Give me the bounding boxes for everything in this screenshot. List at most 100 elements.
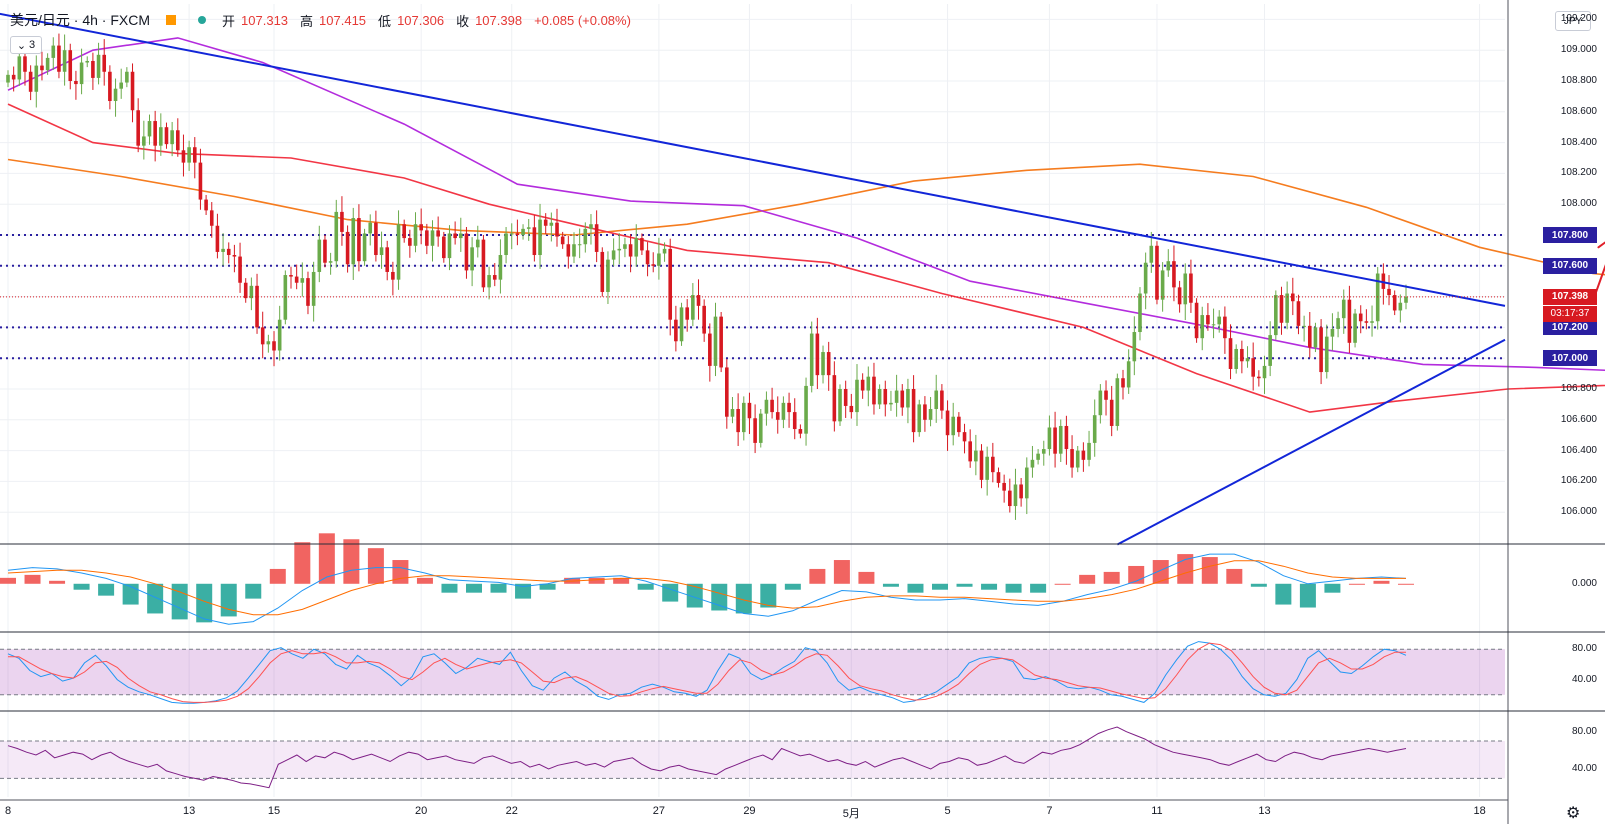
candle-body	[243, 282, 248, 299]
macd-histogram-bar	[416, 577, 433, 584]
candle-body	[1330, 328, 1335, 337]
arrow-up-head	[1597, 241, 1605, 249]
candle-body	[645, 250, 650, 265]
candle-body	[1358, 313, 1363, 322]
rsi-pane	[0, 726, 1505, 789]
indicators-toggle-button[interactable]: ⌄ 3	[10, 36, 42, 54]
candle-body	[1183, 273, 1188, 305]
candle-body	[334, 211, 339, 262]
rsi-band	[0, 741, 1505, 779]
level-price-tag: 107.600	[1543, 257, 1597, 274]
candle-body	[691, 295, 695, 320]
candle-body	[1398, 302, 1403, 311]
candle-body	[187, 147, 191, 163]
candle-body	[1047, 427, 1052, 450]
candle-body	[255, 285, 259, 328]
candle-body	[45, 57, 50, 71]
candle-body	[877, 389, 882, 405]
candle-body	[996, 472, 1001, 483]
candle-body	[51, 45, 56, 58]
x-tick-label: 5月	[842, 808, 860, 820]
candle-body	[85, 60, 90, 63]
candle-body	[504, 233, 508, 256]
candle-body	[968, 441, 972, 462]
stoch-tick-label: 40.00	[1571, 673, 1597, 685]
candle-body	[1387, 288, 1391, 296]
level-price-tag: 107.200	[1543, 319, 1597, 336]
candle-body	[328, 261, 333, 263]
candle-body	[860, 379, 865, 391]
candle-body	[475, 239, 480, 248]
candle-body	[1087, 442, 1091, 460]
flag-icon[interactable]	[166, 15, 177, 25]
macd-histogram-bar	[588, 577, 605, 584]
macd-histogram-bar	[1299, 583, 1316, 608]
candle-body	[1030, 459, 1035, 468]
candle-body	[402, 224, 406, 239]
candle-body	[741, 402, 746, 433]
candle-body	[68, 50, 73, 81]
candle-body	[883, 389, 888, 405]
candle-body	[79, 62, 84, 85]
candle-body	[606, 259, 610, 292]
macd-histogram-bar	[1324, 583, 1341, 593]
candle-body	[458, 233, 463, 239]
candle-body	[1132, 332, 1137, 362]
candle-body	[753, 418, 757, 443]
candle-body	[317, 239, 322, 272]
candle-body	[521, 228, 525, 235]
stoch-band	[0, 649, 1505, 695]
candle-body	[1002, 482, 1006, 491]
countdown-tag: 03:17:37	[1543, 305, 1597, 322]
currency-button[interactable]: JPY	[1555, 11, 1591, 31]
stoch-k-line	[7, 641, 1407, 704]
market-status-icon	[198, 16, 207, 24]
candle-body	[747, 402, 752, 419]
macd-histogram-bar	[981, 583, 998, 590]
candle-body	[951, 416, 956, 436]
y-tick-label: 108.000	[1560, 198, 1597, 210]
candle-body	[526, 227, 531, 229]
candle-body	[934, 390, 939, 410]
candle-body	[866, 376, 871, 391]
candle-body	[725, 367, 729, 417]
candle-body	[849, 405, 854, 413]
candle-body	[147, 121, 152, 137]
candle-body	[826, 352, 831, 376]
macd-histogram-bar	[882, 583, 899, 587]
candle-body	[62, 50, 67, 72]
candle-body	[1143, 262, 1148, 294]
candle-body	[1126, 361, 1131, 388]
stoch-d-line	[8, 642, 1406, 703]
macd-histogram-bar	[147, 583, 164, 614]
candle-body	[1228, 338, 1233, 369]
candle-body	[226, 248, 231, 256]
candle-body	[555, 222, 559, 237]
symbol-name[interactable]: 美元/日元 · 4h · FXCM	[10, 12, 151, 28]
candle-body	[1262, 365, 1267, 379]
macd-histogram-bar	[1152, 560, 1169, 584]
macd-histogram-bar	[858, 571, 875, 584]
candle-body	[136, 110, 140, 146]
candle-body	[640, 238, 644, 251]
candle-body	[1160, 270, 1165, 300]
candle-body	[1364, 321, 1369, 323]
macd-histogram-bar	[343, 539, 360, 584]
candle-body	[611, 250, 616, 260]
macd-histogram-bar	[1226, 568, 1243, 584]
candle-body	[662, 248, 667, 254]
macd-histogram-bar	[122, 583, 139, 605]
candle-body	[928, 409, 933, 420]
candle-body	[1251, 358, 1255, 377]
candle-body	[1081, 450, 1086, 460]
candle-body	[57, 45, 61, 72]
candle-body	[153, 121, 157, 146]
candle-body	[1347, 299, 1352, 343]
candle-body	[1285, 293, 1289, 323]
x-tick-label: 18	[1473, 805, 1486, 817]
candle-body	[357, 218, 361, 262]
candle-body	[549, 222, 554, 226]
candle-body	[425, 230, 429, 246]
gear-icon[interactable]: ⚙	[1566, 805, 1581, 822]
